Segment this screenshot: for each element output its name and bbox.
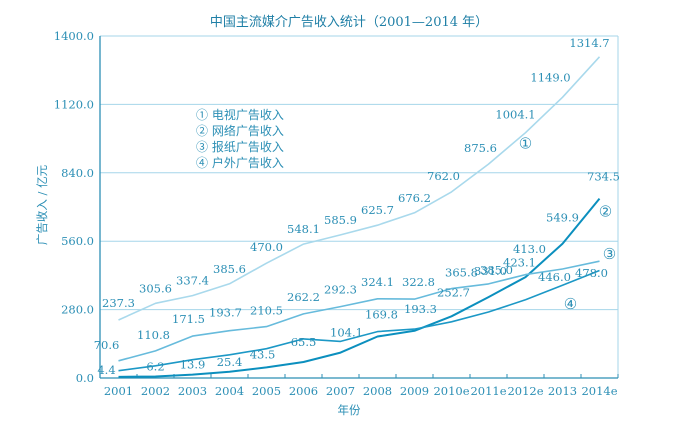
series-marker: ③ [603,245,616,263]
data-label: 625.7 [361,203,394,217]
series-line [118,197,601,378]
chart-title: 中国主流媒介广告收入统计（2001—2014 年） [210,15,488,30]
x-tick-label: 2008 [363,384,392,398]
y-tick-label: 280.0 [61,303,94,317]
x-tick-label: 2011e [470,384,506,398]
legend-item: ② 网络广告收入 [196,123,284,138]
legend-item: ① 电视广告收入 [196,107,284,122]
data-label: 169.8 [365,308,398,322]
x-tick-label: 2002 [141,384,170,398]
legend-item: ④ 户外广告收入 [196,155,284,170]
data-label: 331.0 [474,264,507,278]
x-tick-labels: 2001 2002 2003 2004 2005 2006 2007 2008 2009 2010… [104,384,618,398]
series-marker: ④ [564,295,577,313]
series-line [118,56,601,321]
data-label: 237.3 [102,296,135,310]
data-label: 252.7 [437,285,470,299]
data-label: 171.5 [172,312,205,326]
x-tick-label: 2003 [178,384,207,398]
data-label: 292.3 [324,283,357,297]
series-lines [118,56,601,378]
data-label: 446.0 [538,270,571,284]
x-tick-label: 2012e [507,384,543,398]
data-label: 262.2 [287,290,320,304]
data-label: 676.2 [398,191,431,205]
data-label: 1004.1 [495,108,535,122]
x-tick-label: 2009 [400,384,429,398]
legend-item: ③ 报纸广告收入 [196,139,284,154]
series-marker: ② [599,203,612,221]
data-label: 193.7 [209,306,242,320]
y-tick-labels: 0.0 280.0 560.0 840.0 1120.0 1400.0 [54,29,94,385]
data-label: 385.6 [213,262,246,276]
axes [99,36,619,379]
data-label: 734.5 [587,170,620,184]
y-tick-label: 1120.0 [54,97,94,111]
data-label: 413.0 [513,242,546,256]
data-labels: 237.3 305.6 337.4 385.6 470.0 548.1 585.9 625.7… [94,36,620,377]
x-tick-label: 2004 [215,384,244,398]
data-label: 762.0 [427,169,460,183]
data-label: 1149.0 [530,70,570,84]
y-tick-label: 840.0 [61,166,94,180]
data-label: 875.6 [464,141,497,155]
y-tick-label: 0.0 [76,371,94,385]
data-label: 13.9 [180,358,206,372]
data-label: 65.5 [291,335,317,349]
gridlines [100,35,618,311]
data-label: 470.0 [250,240,283,254]
data-label: 365.8 [445,266,478,280]
data-label: 478.0 [575,266,608,280]
y-tick-label: 560.0 [61,234,94,248]
data-label: 305.6 [139,281,172,295]
data-label: 324.1 [361,275,394,289]
data-label: 549.9 [546,211,579,225]
x-tick-label: 2001 [104,384,133,398]
data-label: 322.8 [402,275,435,289]
data-label: 210.5 [250,304,283,318]
data-label: 25.4 [217,355,243,369]
y-tick-label: 1400.0 [54,29,94,43]
x-axis-label: 年份 [338,403,361,417]
series-markers: ① ② ③ ④ [519,135,616,313]
series-line [118,269,600,372]
x-tick-label: 2013 [548,384,577,398]
data-label: 6.2 [146,359,164,373]
data-label: 4.4 [97,363,115,377]
x-tick-label: 2005 [252,384,281,398]
x-tick-label: 2006 [289,384,318,398]
data-label: 585.9 [324,213,357,227]
series-line [118,260,600,362]
x-tick-label: 2007 [326,384,355,398]
data-label: 1314.7 [569,36,609,50]
data-label: 548.1 [287,222,320,236]
data-label: 337.4 [176,274,209,288]
y-axis-label: 广告收入 / 亿元 [35,164,49,245]
data-label: 423.1 [503,256,536,270]
data-label: 193.3 [404,302,437,316]
data-label: 43.5 [250,347,276,361]
data-label: 104.1 [330,326,363,340]
data-label: 385.0 [480,263,513,277]
data-label: 110.8 [137,328,170,342]
x-tick-label: 2010e [433,384,469,398]
x-tick-label: 2014e [581,384,617,398]
series-marker: ① [519,135,532,153]
data-label: 70.6 [94,338,120,352]
